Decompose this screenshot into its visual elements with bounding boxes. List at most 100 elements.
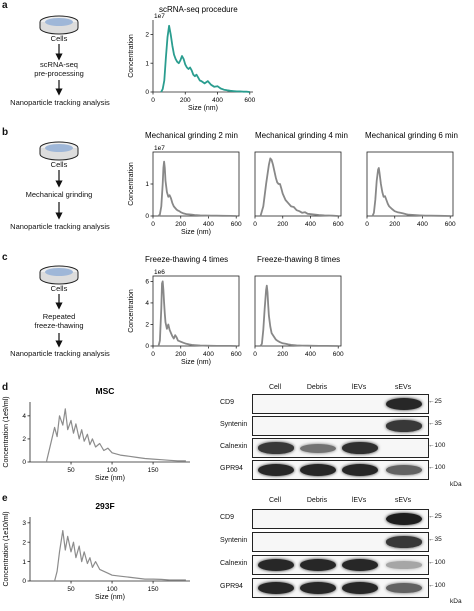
wb-band [386, 583, 422, 593]
wb-band [300, 464, 336, 476]
wb-d-col-cell: Cell [268, 384, 282, 391]
wb-band [300, 559, 336, 571]
wb-band [386, 561, 422, 569]
flow-a-step1: scRNA-seq [40, 60, 78, 69]
chart-b-grinding-2min: Mechanical grinding 2 min 0 200 400 600 0 1 1e7… [128, 131, 242, 236]
wb-marker-arrow: ←25 [428, 513, 442, 520]
wb-e-unit: kDa [450, 598, 462, 605]
x-tick-label: 0 [151, 351, 155, 358]
x-tick-label: 150 [148, 586, 159, 593]
x-tick-label: 600 [333, 351, 344, 358]
x-tick-label: 50 [67, 586, 75, 593]
wb-marker-arrow: ←100 [428, 582, 446, 589]
wb-row-label: Calnexin [220, 560, 248, 567]
wb-band [342, 559, 378, 571]
panel-letter-d: d [2, 382, 9, 393]
x-tick-label: 200 [175, 351, 186, 358]
x-tick-label: 400 [203, 221, 214, 228]
y-axis-label: Concentration [128, 34, 135, 78]
wb-d-col-sevs: sEVs [394, 384, 412, 391]
y-axis-label: Concentration (1e10/ml) [3, 511, 10, 586]
y-exponent: 1e7 [154, 145, 165, 152]
y-tick-label: 2 [145, 32, 149, 39]
y-tick-label: 0 [145, 89, 149, 96]
wb-band [258, 559, 294, 571]
wb-marker-arrow: ←35 [428, 420, 442, 427]
x-tick-label: 0 [151, 97, 155, 104]
x-tick-label: 200 [175, 221, 186, 228]
x-tick-label: 200 [389, 221, 400, 228]
x-tick-label: 100 [107, 467, 118, 474]
x-tick-label: 400 [212, 97, 223, 104]
wb-d-unit: kDa [450, 481, 462, 488]
wb-band [258, 582, 294, 594]
petri-dish-icon-c [39, 265, 79, 285]
y-axis-label: Concentration [128, 162, 135, 206]
wb-band [342, 582, 378, 594]
y-tick-label: 0 [22, 459, 26, 466]
wb-band [386, 398, 422, 410]
x-tick-label: 100 [107, 586, 118, 593]
y-exponent: 1e7 [154, 13, 165, 20]
chart-title: Mechanical grinding 6 min [365, 131, 458, 140]
wb-blot-strip [252, 509, 429, 529]
wb-e-col-debris: Debris [306, 497, 328, 504]
wb-row-label: CD9 [220, 399, 235, 406]
y-tick-label: 2 [22, 436, 26, 443]
y-tick-label: 1 [22, 559, 26, 566]
wb-band [258, 442, 294, 454]
x-axis-label: Size (nm) [188, 105, 218, 112]
wb-band [300, 582, 336, 594]
flow-b-step1: Mechanical grinding [25, 190, 93, 199]
x-axis-label: Size (nm) [181, 359, 211, 366]
x-axis-label: Size (nm) [95, 475, 125, 482]
y-tick-label: 2 [22, 539, 26, 546]
chart-title: Mechanical grinding 2 min [145, 131, 238, 140]
wb-band [342, 464, 378, 476]
wb-band [386, 465, 422, 475]
chart-title: Freeze-thawing 4 times [145, 256, 228, 264]
y-axis-label: Concentration (1e9/ml) [3, 396, 10, 467]
flow-a-cells: Cells [50, 34, 68, 43]
x-tick-label: 600 [333, 221, 344, 228]
x-tick-label: 200 [277, 351, 288, 358]
x-tick-label: 400 [417, 221, 428, 228]
wb-marker-arrow: ←100 [428, 559, 446, 566]
wb-row-label: Syntenin [220, 421, 248, 428]
flow-b-final: Nanoparticle tracking analysis [10, 222, 110, 231]
y-tick-label: 1 [145, 60, 149, 67]
wb-blot-strip [252, 578, 429, 598]
y-tick-label: 2 [145, 322, 149, 329]
chart-title: MSC [96, 386, 115, 396]
x-tick-label: 600 [445, 221, 456, 228]
chart-d-msc: MSC 50 100 150 0 2 4 Size (nm) Concentration (1e… [3, 386, 190, 482]
x-tick-label: 400 [305, 351, 316, 358]
y-tick-label: 3 [22, 520, 26, 527]
flow-c-step2: freeze-thawing [34, 321, 84, 330]
western-blot-d: Cell Debris lEVs sEVs CD9 ←25 Syntenin ←35 C… [220, 380, 470, 490]
y-tick-label: 4 [22, 413, 26, 420]
flow-a-final: Nanoparticle tracking analysis [10, 98, 110, 107]
wb-e-col-sevs: sEVs [394, 497, 412, 504]
series-line [259, 157, 339, 217]
wb-marker-arrow: ←100 [428, 442, 446, 449]
panel-letter-a: a [2, 0, 8, 11]
wb-d-col-levs: lEVs [351, 384, 367, 391]
wb-band [258, 464, 294, 476]
chart-b-grinding-4min: Mechanical grinding 4 min 0 200 400 600 [253, 131, 348, 228]
wb-e-col-levs: lEVs [351, 497, 367, 504]
y-exponent: 1e6 [154, 269, 165, 276]
panel-letter-e: e [2, 493, 8, 504]
flow-c-cells: Cells [50, 284, 68, 293]
series-line [45, 408, 186, 463]
wb-marker-arrow: ←100 [428, 464, 446, 471]
petri-dish-icon-b [39, 141, 79, 161]
x-tick-label: 0 [365, 221, 369, 228]
chart-c-freeze-8: Freeze-thawing 8 times 0 200 400 600 [253, 256, 344, 358]
x-tick-label: 0 [151, 221, 155, 228]
wb-row-label: CD9 [220, 514, 235, 521]
x-tick-label: 600 [231, 221, 242, 228]
series-line [160, 24, 250, 93]
series-line [259, 284, 339, 347]
wb-marker-arrow: ←35 [428, 536, 442, 543]
